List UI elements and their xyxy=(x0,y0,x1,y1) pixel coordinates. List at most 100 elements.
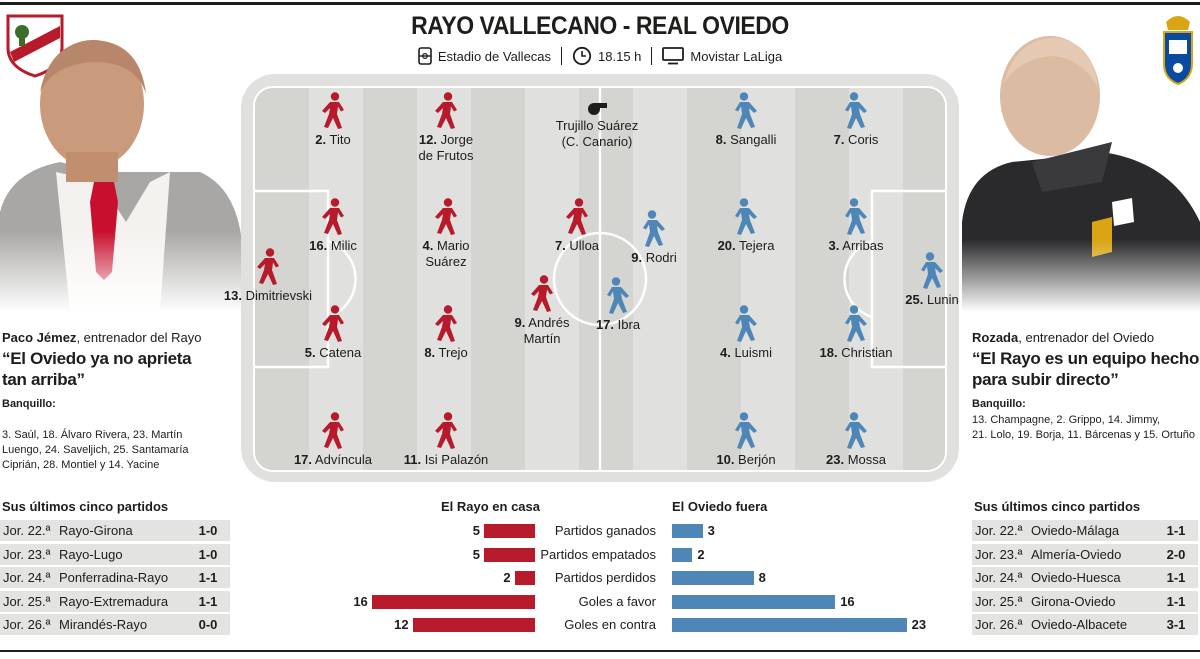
info-divider xyxy=(561,47,563,65)
result-match: Rayo-Girona xyxy=(59,523,133,538)
bench-line: 13. Champagne, 2. Grippo, 14. Jimmy, xyxy=(972,414,1161,426)
result-jornada: Jor. 23.ª xyxy=(3,546,51,562)
result-score: 1-1 xyxy=(1166,523,1186,538)
match-title: RAYO VALLECANO - REAL OVIEDO xyxy=(411,12,789,40)
player-number: 25. xyxy=(905,292,924,307)
stadium-icon xyxy=(418,47,432,65)
player-home: 8. Trejo xyxy=(376,305,516,361)
player-name-cont: de Frutos xyxy=(418,148,474,163)
player-number: 13. xyxy=(223,288,242,303)
info-divider xyxy=(651,47,653,65)
player-number: 23. xyxy=(826,452,845,467)
player-number: 10. xyxy=(716,452,735,467)
player-label: 16. Milic xyxy=(263,238,403,254)
away-coach-role: , entrenador del Oviedo xyxy=(1018,330,1155,345)
player-away: 20. Tejera xyxy=(676,198,816,254)
player-home: 2. Tito xyxy=(263,92,403,148)
player-home: 4. Mario Suárez xyxy=(376,198,516,270)
player-home: 17. Advíncula xyxy=(263,412,403,468)
player-away: 17. Ibra xyxy=(548,277,688,333)
away-stat-bar xyxy=(672,571,754,585)
player-name: Trejo xyxy=(435,345,468,360)
result-score: 1-0 xyxy=(198,523,218,538)
player-figure-icon xyxy=(862,252,1002,290)
referee-name: Trujillo Suárez xyxy=(555,118,639,133)
away-stats-title: El Oviedo fuera xyxy=(672,499,768,514)
stat-label: Goles a favor xyxy=(578,593,656,609)
player-number: 8. xyxy=(715,132,727,147)
player-home: 7. Ulloa xyxy=(507,198,647,254)
player-name: Christian xyxy=(837,345,893,360)
player-name-cont: Suárez xyxy=(425,254,467,269)
player-away: 25. Lunin xyxy=(862,252,1002,308)
player-label: 4. Luismi xyxy=(676,345,816,361)
player-figure-icon xyxy=(507,198,647,236)
player-label: 9. Rodri xyxy=(584,250,724,266)
player-label: 8. Trejo xyxy=(376,345,516,361)
result-match: Ponferradina-Rayo xyxy=(59,570,169,585)
player-label: 10. Berjón xyxy=(676,452,816,468)
player-name: Milic xyxy=(327,238,357,253)
player-figure-icon xyxy=(548,277,688,315)
result-score: 1-1 xyxy=(1166,593,1186,609)
player-number: 7. xyxy=(833,132,845,147)
player-label: 13. Dimitrievski xyxy=(198,288,338,304)
result-match: Rayo-Lugo xyxy=(59,546,123,562)
bench-line: 21. Lolo, 19. Borja, 11. Bárcenas y 15. … xyxy=(972,429,1195,441)
tv-channel: Movistar LaLiga xyxy=(690,48,783,64)
result-row: Jor. 24.ª Ponferradina-Rayo 1-1 xyxy=(0,567,230,588)
player-name: Coris xyxy=(844,132,879,147)
player-figure-icon xyxy=(786,305,926,343)
away-coach-photo xyxy=(962,22,1200,312)
bench-line: 3. Saúl, 18. Álvaro Rivera, 23. Martín xyxy=(2,429,183,441)
referee-region: (C. Canario) xyxy=(561,134,633,149)
result-row: Jor. 22.ª Rayo-Girona 1-0 xyxy=(0,520,230,541)
home-quote-line: tan arriba” xyxy=(2,370,85,389)
result-row: Jor. 26.ª Mirandés-Rayo 0-0 xyxy=(0,614,230,635)
result-row: Jor. 23.ª Almería-Oviedo 2-0 xyxy=(972,543,1198,565)
player-home: 16. Milic xyxy=(263,198,403,254)
player-home: 13. Dimitrievski xyxy=(198,248,338,304)
player-label: 7. Ulloa xyxy=(507,238,647,254)
player-home: 11. Isi Palazón xyxy=(376,412,516,468)
away-stat-value: 16 xyxy=(840,593,855,609)
away-stat-bar xyxy=(672,618,907,632)
player-away: 4. Luismi xyxy=(676,305,816,361)
player-name: Tito xyxy=(326,132,351,147)
home-stat-value: 5 xyxy=(472,523,480,538)
player-label: 2. Tito xyxy=(263,132,403,148)
player-home: 5. Catena xyxy=(263,305,403,361)
home-bench-title: Banquillo: xyxy=(2,398,56,410)
result-jornada: Jor. 24.ª xyxy=(975,570,1023,585)
player-figure-icon xyxy=(263,92,403,130)
player-label: 20. Tejera xyxy=(676,238,816,254)
result-match: Rayo-Extremadura xyxy=(59,593,169,609)
result-score: 2-0 xyxy=(1166,546,1186,562)
away-quote-line: para subir directo” xyxy=(972,370,1119,389)
player-name: Lunin xyxy=(923,292,959,307)
stat-label: Partidos perdidos xyxy=(554,570,656,585)
player-name: Berjón xyxy=(734,452,776,467)
player-figure-icon xyxy=(786,198,926,236)
player-number: 12. xyxy=(418,132,437,147)
home-stat-value: 2 xyxy=(503,570,511,585)
player-figure-icon xyxy=(376,305,516,343)
player-away: 9. Rodri xyxy=(584,210,724,266)
result-row: Jor. 24.ª Oviedo-Huesca 1-1 xyxy=(972,567,1198,588)
player-number: 11. xyxy=(403,452,422,467)
away-quote-line: “El Rayo es un equipo hecho xyxy=(972,349,1200,368)
clock-icon xyxy=(572,46,592,66)
away-stat-bar xyxy=(672,594,836,609)
player-figure-icon xyxy=(786,92,926,130)
player-figure-icon xyxy=(198,248,338,286)
player-name: Ibra xyxy=(614,317,641,332)
result-jornada: Jor. 25.ª xyxy=(975,593,1023,609)
result-score: 1-1 xyxy=(1166,570,1186,585)
result-jornada: Jor. 26.ª xyxy=(975,617,1023,632)
player-number: 20. xyxy=(717,238,736,253)
player-name-cont: Martín xyxy=(523,331,561,346)
player-name: Arribas xyxy=(839,238,884,253)
stadium-name: Estadio de Vallecas xyxy=(437,48,552,64)
home-stat-bar xyxy=(371,594,535,609)
home-last-five-title: Sus últimos cinco partidos xyxy=(2,499,169,514)
